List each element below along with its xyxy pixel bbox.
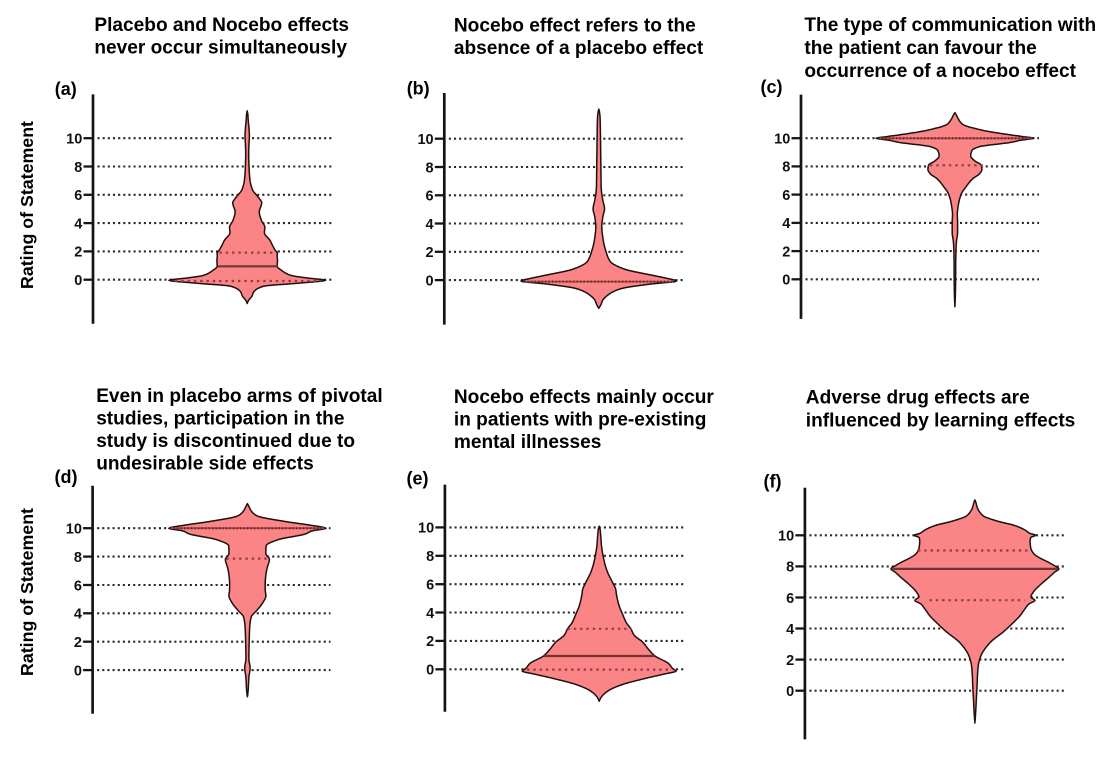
svg-text:Placebo and Nocebo effects: Placebo and Nocebo effects bbox=[94, 15, 349, 36]
svg-text:(b): (b) bbox=[407, 79, 430, 99]
svg-text:The type of communication with: The type of communication with bbox=[804, 15, 1096, 36]
svg-text:in patients with pre-existing: in patients with pre-existing bbox=[454, 410, 707, 431]
svg-text:6: 6 bbox=[426, 578, 434, 594]
svg-text:Adverse drug effects are: Adverse drug effects are bbox=[806, 388, 1030, 409]
svg-text:4: 4 bbox=[74, 607, 82, 623]
svg-text:8: 8 bbox=[74, 550, 82, 566]
svg-text:0: 0 bbox=[74, 663, 82, 679]
svg-text:10: 10 bbox=[66, 522, 82, 538]
svg-text:10: 10 bbox=[778, 529, 794, 545]
svg-text:2: 2 bbox=[74, 635, 82, 651]
svg-text:2: 2 bbox=[426, 634, 434, 650]
svg-text:10: 10 bbox=[417, 132, 433, 148]
svg-text:8: 8 bbox=[782, 160, 790, 176]
svg-text:Rating of Statement: Rating of Statement bbox=[17, 508, 37, 676]
svg-text:10: 10 bbox=[774, 132, 790, 148]
svg-text:0: 0 bbox=[426, 273, 434, 289]
svg-text:undesirable side effects: undesirable side effects bbox=[96, 453, 314, 474]
svg-text:Rating of Statement: Rating of Statement bbox=[17, 121, 37, 289]
svg-text:2: 2 bbox=[426, 245, 434, 261]
svg-text:absence of a placebo effect: absence of a placebo effect bbox=[454, 38, 704, 59]
svg-text:4: 4 bbox=[426, 606, 434, 622]
svg-text:(a): (a) bbox=[55, 79, 77, 99]
svg-text:4: 4 bbox=[786, 622, 794, 638]
svg-text:10: 10 bbox=[418, 521, 434, 537]
svg-text:6: 6 bbox=[74, 578, 82, 594]
svg-text:4: 4 bbox=[426, 217, 434, 233]
svg-text:8: 8 bbox=[786, 560, 794, 576]
svg-text:0: 0 bbox=[782, 273, 790, 289]
svg-text:6: 6 bbox=[782, 188, 790, 204]
svg-text:2: 2 bbox=[74, 245, 82, 261]
svg-text:never occur simultaneously: never occur simultaneously bbox=[94, 38, 347, 59]
svg-text:6: 6 bbox=[786, 591, 794, 607]
svg-text:Even in placebo arms of pivota: Even in placebo arms of pivotal bbox=[96, 386, 382, 407]
svg-text:8: 8 bbox=[426, 160, 434, 176]
svg-text:Nocebo effects mainly occur: Nocebo effects mainly occur bbox=[454, 387, 715, 408]
svg-text:6: 6 bbox=[426, 189, 434, 205]
svg-text:study is discontinued due to: study is discontinued due to bbox=[96, 431, 355, 452]
svg-text:studies, participation in the: studies, participation in the bbox=[96, 409, 344, 430]
svg-text:2: 2 bbox=[786, 653, 794, 669]
svg-text:(e): (e) bbox=[407, 469, 429, 489]
svg-text:0: 0 bbox=[74, 273, 82, 289]
svg-text:influenced by learning effects: influenced by learning effects bbox=[806, 411, 1076, 432]
svg-text:4: 4 bbox=[74, 216, 82, 232]
svg-text:6: 6 bbox=[74, 188, 82, 204]
svg-text:0: 0 bbox=[426, 663, 434, 679]
svg-text:mental illnesses: mental illnesses bbox=[454, 432, 602, 453]
svg-text:(f): (f) bbox=[764, 472, 782, 492]
svg-text:8: 8 bbox=[74, 160, 82, 176]
svg-text:Nocebo effect refers to the: Nocebo effect refers to the bbox=[454, 16, 696, 37]
svg-text:8: 8 bbox=[426, 549, 434, 565]
svg-text:2: 2 bbox=[782, 244, 790, 260]
svg-text:10: 10 bbox=[66, 132, 82, 148]
svg-text:(c): (c) bbox=[761, 77, 783, 97]
svg-text:0: 0 bbox=[786, 684, 794, 700]
svg-text:(d): (d) bbox=[55, 467, 78, 487]
svg-text:the patient can favour the: the patient can favour the bbox=[804, 38, 1036, 59]
svg-text:4: 4 bbox=[782, 216, 790, 232]
svg-text:occurrence of a nocebo effect: occurrence of a nocebo effect bbox=[804, 61, 1076, 82]
